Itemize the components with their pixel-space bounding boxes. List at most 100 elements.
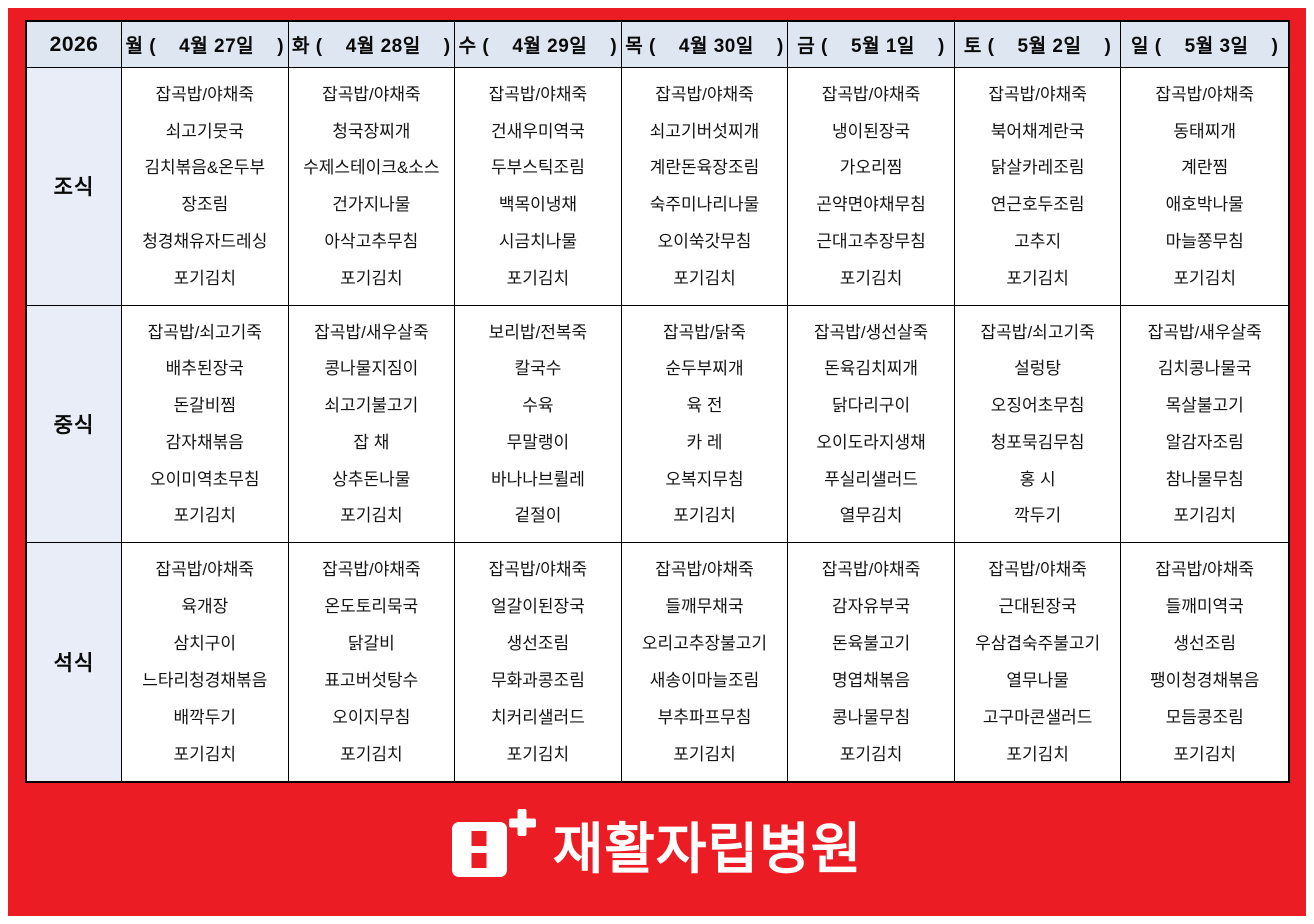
menu-item: 고추지 xyxy=(1014,231,1062,251)
menu-item: 삼치구이 xyxy=(173,634,237,654)
menu-item: 잡 채 xyxy=(353,432,390,452)
menu-item: 열무나물 xyxy=(1006,671,1069,691)
menu-day-cell: 잡곡밥/쇠고기죽 배추된장국 돈갈비찜 감자채볶음 오이미역초무침 포기김치 xyxy=(122,305,289,544)
menu-item: 모듬콩조림 xyxy=(1165,708,1244,728)
menu-item: 쇠고기불고기 xyxy=(324,396,419,416)
menu-item: 표고버섯탕수 xyxy=(324,671,419,691)
menu-item: 포기김치 xyxy=(506,744,570,764)
menu-item: 목살불고기 xyxy=(1165,396,1244,416)
menu-item: 포기김치 xyxy=(673,506,736,526)
menu-item: 시금치나물 xyxy=(498,231,578,251)
menu-item: 수제스테이크&소스 xyxy=(303,158,440,178)
day-header-sat: 토 ( 5월 2일 ) xyxy=(954,22,1122,68)
menu-item: 포기김치 xyxy=(1173,506,1236,526)
menu-day-cell: 잡곡밥/야채죽 쇠고기뭇국 김치볶음&온두부 장조림 청경채유자드레싱 포기김치 xyxy=(122,68,289,306)
menu-item: 참나물무침 xyxy=(1165,469,1244,489)
menu-item: 돈갈비찜 xyxy=(173,396,237,416)
menu-item: 잡곡밥/야채죽 xyxy=(821,84,921,104)
menu-item: 포기김치 xyxy=(839,268,903,288)
menu-day-cell: 잡곡밥/야채죽 육개장 삼치구이 느타리청경채볶음 배깍두기 포기김치 xyxy=(122,543,289,781)
plus-icon xyxy=(509,809,536,836)
menu-item: 콩나물지짐이 xyxy=(324,359,419,379)
menu-item: 잡곡밥/야채죽 xyxy=(322,560,421,580)
menu-item: 보리밥/전복죽 xyxy=(488,322,588,342)
menu-item: 쇠고기버섯찌개 xyxy=(649,121,760,141)
menu-item: 부추파프무침 xyxy=(657,708,752,728)
menu-item: 얼갈이된장국 xyxy=(491,597,585,617)
day-header-wed: 수 ( 4월 29일 ) xyxy=(455,22,622,68)
menu-day-cell: 잡곡밥/쇠고기죽 설렁탕 오징어초무침 청포묵김무침 홍 시 깍두기 xyxy=(954,305,1122,544)
menu-day-cell: 잡곡밥/야채죽 감자유부국 돈육불고기 명엽채볶음 콩나물무침 포기김치 xyxy=(788,543,955,781)
menu-item: 쇠고기뭇국 xyxy=(165,121,244,141)
menu-item: 잡곡밥/쇠고기죽 xyxy=(147,322,262,342)
menu-item: 근대된장국 xyxy=(998,597,1077,617)
menu-item: 북어채계란국 xyxy=(990,121,1085,141)
menu-item: 잡곡밥/야채죽 xyxy=(1155,84,1254,104)
menu-item: 감자유부국 xyxy=(831,597,911,617)
menu-item: 잡곡밥/야채죽 xyxy=(155,84,255,104)
menu-item: 칼국수 xyxy=(514,359,562,379)
menu-item: 잡곡밥/야채죽 xyxy=(655,560,754,580)
menu-item: 포기김치 xyxy=(1006,268,1069,288)
menu-day-cell: 잡곡밥/새우살죽 김치콩나물국 목살불고기 알감자조림 참나물무침 포기김치 xyxy=(1121,305,1288,544)
menu-day-cell: 잡곡밥/새우살죽 콩나물지짐이 쇠고기불고기 잡 채 상추돈나물 포기김치 xyxy=(288,305,456,544)
meal-row-label: 중식 xyxy=(27,305,122,544)
menu-item: 곤약면야채무침 xyxy=(816,195,926,215)
hospital-logo: 재활자립병원 xyxy=(8,783,1306,916)
menu-item: 포기김치 xyxy=(506,268,570,288)
menu-item: 잡곡밥/야채죽 xyxy=(155,560,255,580)
menu-item: 아삭고추무침 xyxy=(324,231,419,251)
menu-item: 카 레 xyxy=(686,432,723,452)
menu-day-cell: 잡곡밥/야채죽 들깨미역국 생선조림 팽이청경채볶음 모듬콩조림 포기김치 xyxy=(1121,543,1288,781)
menu-item: 잡곡밥/야채죽 xyxy=(488,84,588,104)
menu-item: 잡곡밥/야채죽 xyxy=(322,84,421,104)
hospital-name: 재활자립병원 xyxy=(552,818,863,880)
menu-item: 오징어초무침 xyxy=(990,396,1085,416)
menu-item: 포기김치 xyxy=(673,744,736,764)
menu-day-cell: 보리밥/전복죽 칼국수 수육 무말랭이 바나나브륄레 겉절이 xyxy=(455,305,622,544)
menu-item: 감자채볶음 xyxy=(165,432,244,452)
menu-item: 포기김치 xyxy=(340,506,403,526)
menu-item: 닭다리구이 xyxy=(831,396,911,416)
menu-item: 포기김치 xyxy=(173,506,237,526)
menu-item: 느타리청경채볶음 xyxy=(142,671,268,691)
menu-item: 포기김치 xyxy=(1173,744,1236,764)
day-header-sun: 일 ( 5월 3일 ) xyxy=(1121,22,1288,68)
menu-item: 콩나물무침 xyxy=(831,708,911,728)
menu-item: 잡곡밥/쇠고기죽 xyxy=(980,322,1095,342)
menu-item: 치커리샐러드 xyxy=(491,708,585,728)
page-red-frame: 2026 월 ( 4월 27일 ) 화 ( 4월 28일 ) 수 ( 4월 29… xyxy=(8,8,1306,916)
menu-item: 청경채유자드레싱 xyxy=(142,231,268,251)
year-header: 2026 xyxy=(27,22,122,68)
menu-item: 가오리찜 xyxy=(839,158,903,178)
menu-item: 동태찌개 xyxy=(1173,121,1236,141)
menu-item: 포기김치 xyxy=(1006,744,1069,764)
menu-item: 상추돈나물 xyxy=(332,469,411,489)
menu-day-cell: 잡곡밥/야채죽 청국장찌개 수제스테이크&소스 건가지나물 아삭고추무침 포기김치 xyxy=(288,68,456,306)
menu-item: 포기김치 xyxy=(173,268,237,288)
menu-day-cell: 잡곡밥/야채죽 쇠고기버섯찌개 계란돈육장조림 숙주미나리나물 오이쑥갓무침 포기김치 xyxy=(621,68,789,306)
menu-item: 백목이냉채 xyxy=(498,195,578,215)
menu-day-cell: 잡곡밥/야채죽 북어채계란국 닭살카레조림 연근호두조림 고추지 포기김치 xyxy=(954,68,1122,306)
menu-item: 계란돈육장조림 xyxy=(649,158,760,178)
menu-item: 근대고추장무침 xyxy=(816,231,926,251)
menu-item: 포기김치 xyxy=(173,744,237,764)
menu-item: 무말랭이 xyxy=(506,432,570,452)
menu-item: 포기김치 xyxy=(839,744,903,764)
menu-item: 돈육김치찌개 xyxy=(824,359,918,379)
menu-item: 알감자조림 xyxy=(1165,432,1244,452)
menu-item: 육 전 xyxy=(686,396,723,416)
menu-item: 잡곡밥/닭죽 xyxy=(663,322,746,342)
menu-item: 두부스틱조림 xyxy=(491,158,585,178)
menu-item: 오이미역초무침 xyxy=(150,469,260,489)
menu-item: 무화과콩조림 xyxy=(491,671,585,691)
menu-item: 건새우미역국 xyxy=(491,121,585,141)
menu-item: 육개장 xyxy=(181,597,229,617)
menu-item: 순두부찌개 xyxy=(665,359,744,379)
menu-item: 잡곡밥/생선살죽 xyxy=(813,322,929,342)
menu-item: 우삼겹숙주불고기 xyxy=(975,634,1101,654)
weekly-menu-table: 2026 월 ( 4월 27일 ) 화 ( 4월 28일 ) 수 ( 4월 29… xyxy=(25,20,1290,783)
menu-item: 포기김치 xyxy=(340,268,403,288)
menu-item: 새송이마늘조림 xyxy=(649,671,760,691)
